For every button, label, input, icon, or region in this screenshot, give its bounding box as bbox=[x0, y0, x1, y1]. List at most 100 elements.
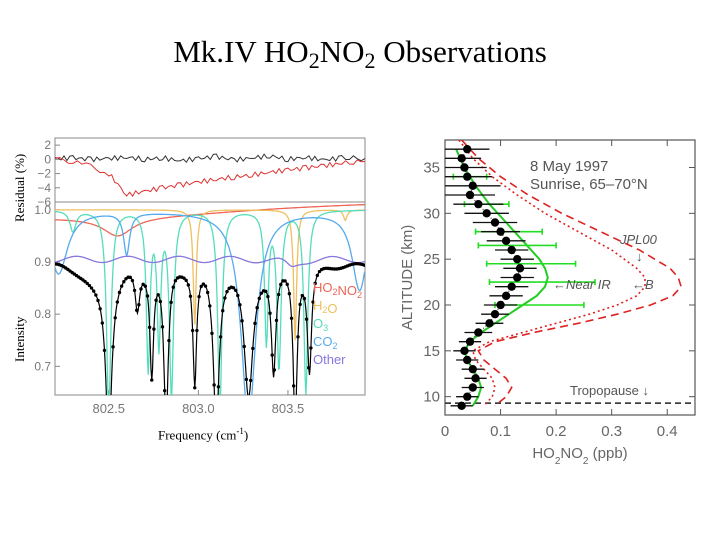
profile-y-axis-label: ALTITUDE (km) bbox=[399, 225, 416, 331]
observed-point bbox=[287, 292, 292, 296]
residual-red bbox=[54, 156, 366, 198]
observed-point bbox=[128, 275, 132, 280]
nearir-label: ←Near IR bbox=[553, 277, 611, 292]
observed-point bbox=[221, 309, 225, 313]
obs-point bbox=[460, 163, 469, 172]
legend-text-part: H bbox=[313, 298, 322, 313]
obs-point bbox=[474, 328, 483, 337]
observed-point bbox=[231, 286, 236, 290]
observed-point bbox=[143, 284, 148, 288]
jpl-label: JPL00 bbox=[619, 232, 658, 247]
frequency-label-main: Frequency (cm bbox=[158, 427, 237, 443]
obs-point bbox=[465, 337, 475, 346]
legend-text-part: CO bbox=[313, 334, 333, 349]
observed-point bbox=[173, 279, 178, 283]
intensity-curves bbox=[55, 203, 365, 415]
title-mid: NO bbox=[319, 34, 365, 69]
observed-point bbox=[150, 378, 154, 382]
observed-point bbox=[255, 305, 259, 310]
profile-x-tick-label: 0 bbox=[441, 423, 449, 440]
observed-point bbox=[315, 273, 320, 278]
profile-title-sub: Sunrise, 65–70°N bbox=[530, 176, 648, 193]
observed-point bbox=[132, 288, 137, 293]
observed-point bbox=[98, 307, 102, 311]
intensity-tick-label: 1.0 bbox=[34, 203, 51, 217]
observed-point bbox=[212, 383, 216, 387]
legend-text-part: Other bbox=[313, 352, 346, 367]
observed-point bbox=[96, 298, 100, 303]
observed-point bbox=[300, 293, 304, 298]
residual-tick-label: 2 bbox=[44, 138, 51, 152]
observed-point bbox=[302, 296, 307, 301]
obs-point bbox=[501, 291, 511, 301]
observed-point bbox=[268, 311, 272, 315]
title-prefix: Mk.IV HO bbox=[173, 34, 309, 69]
observed-point bbox=[279, 282, 283, 287]
obs-point bbox=[513, 273, 522, 282]
observed-point bbox=[298, 302, 302, 307]
intensity-tick-label: 0.7 bbox=[34, 359, 51, 373]
observed-point bbox=[169, 300, 173, 305]
observed-point bbox=[264, 289, 268, 294]
observed-point bbox=[248, 378, 253, 383]
observed-point bbox=[147, 325, 152, 330]
title-sub1: 2 bbox=[308, 48, 320, 73]
observed-point bbox=[167, 338, 171, 343]
h2o-curve bbox=[55, 209, 365, 341]
x-label-part: 2 bbox=[583, 456, 589, 467]
observed-point bbox=[115, 300, 120, 304]
observed-point bbox=[102, 348, 107, 353]
observed-point bbox=[145, 294, 150, 298]
legend-text-part: NO bbox=[338, 283, 358, 298]
observed-point bbox=[291, 384, 296, 388]
observed-point bbox=[165, 412, 168, 415]
profile-curves bbox=[445, 140, 695, 411]
legend-entry: H2O bbox=[313, 298, 338, 316]
legend-text-part: 2 bbox=[357, 290, 362, 300]
observed-point bbox=[253, 321, 257, 326]
observed-point bbox=[236, 293, 240, 298]
residual-tick-label: −4 bbox=[37, 181, 51, 195]
legend-text-part: O bbox=[313, 316, 323, 331]
model-red-dashed bbox=[461, 140, 682, 407]
observed-point bbox=[87, 283, 92, 288]
obs-point bbox=[460, 346, 469, 356]
observed-point bbox=[137, 303, 141, 307]
observed-point bbox=[266, 294, 270, 299]
observed-point bbox=[89, 286, 94, 290]
profile-frame bbox=[444, 139, 696, 416]
legend-text-part: HO bbox=[313, 280, 333, 295]
observed-point bbox=[130, 278, 135, 283]
o3-curve bbox=[55, 209, 365, 395]
intensity-tick-label: 0.8 bbox=[34, 307, 51, 321]
observed-point bbox=[160, 325, 165, 329]
legend-entry: O3 bbox=[313, 316, 328, 333]
profile-x-tick-label: 0.2 bbox=[546, 423, 567, 440]
obs-point bbox=[465, 190, 475, 200]
observed-point bbox=[188, 294, 193, 298]
observed-point bbox=[259, 291, 264, 295]
obs-point bbox=[513, 254, 522, 264]
observed-point bbox=[311, 300, 315, 304]
obs-point bbox=[496, 227, 505, 236]
other-curve bbox=[55, 255, 365, 268]
observed-point bbox=[199, 284, 203, 289]
observed-point bbox=[233, 288, 238, 292]
residual-frame bbox=[54, 137, 366, 203]
observed-point bbox=[201, 282, 206, 286]
obs-point bbox=[463, 172, 472, 181]
profile-y-tick-label: 30 bbox=[423, 205, 440, 222]
obs-point bbox=[463, 144, 472, 154]
observed-point bbox=[117, 290, 122, 295]
observed-point bbox=[218, 335, 223, 339]
obs-point bbox=[463, 355, 472, 365]
observed-point bbox=[257, 296, 261, 301]
observed-point bbox=[195, 328, 199, 333]
obs-point bbox=[471, 374, 480, 383]
observed-point bbox=[186, 283, 191, 287]
obs-point bbox=[490, 309, 500, 319]
profile-y-tick-label: 35 bbox=[423, 160, 440, 177]
profile-y-tick-label: 15 bbox=[423, 343, 440, 360]
observed-point bbox=[139, 287, 143, 291]
obs-point bbox=[457, 154, 466, 163]
